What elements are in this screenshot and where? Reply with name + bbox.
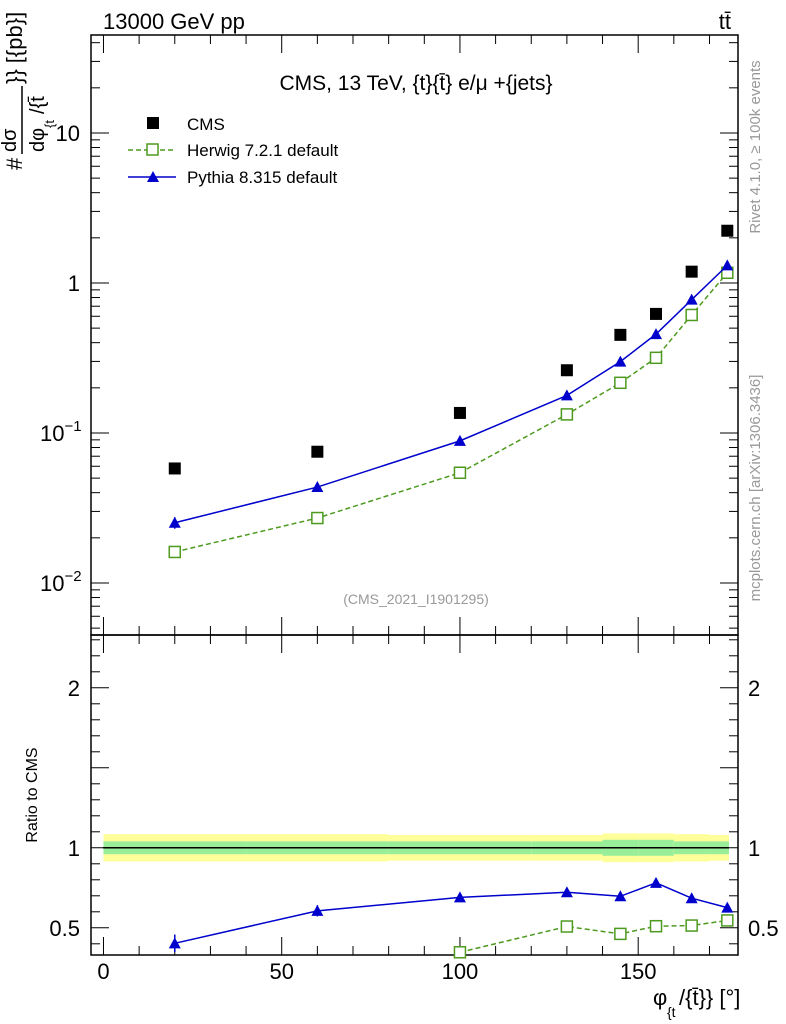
- y-label-denominator: dφ: [27, 128, 49, 152]
- main-y-axis-label: # dσ dφ {t /{t̄ }} [{pb}]: [0, 12, 57, 170]
- ratio-pythia-point: [650, 876, 663, 888]
- x-tick-label: 150: [620, 959, 657, 984]
- ratio-frame: [90, 634, 739, 956]
- cms-point: [685, 265, 698, 278]
- ratio-y-tick-labels: 0.5 0.5 1 1 2 2: [49, 676, 778, 941]
- ratio-pythia-point: [311, 904, 324, 916]
- herwig-point: [311, 511, 324, 525]
- y-label-den-sub: {t: [42, 120, 57, 128]
- pythia-point: [685, 293, 698, 305]
- y-label-numerator: dσ: [0, 128, 21, 152]
- main-panel: 10 1 10−1 10−2 CMS, 13 TeV, {t}{t̄} e/μ +{j…: [0, 12, 739, 636]
- y-label-hash: #: [2, 157, 27, 170]
- ratio-pythia-point: [614, 890, 627, 902]
- watermark: (CMS_2021_I1901295): [343, 591, 489, 607]
- ratio-y-tick-label: 0.5: [49, 916, 80, 941]
- process-label: tt̄: [719, 9, 731, 34]
- ratio-panel: 0.5 0.5 1 1 2 2 0 50 100 150 Ratio to CMS φ {t /…: [24, 634, 779, 1020]
- y-tick-label: 10−2: [40, 568, 82, 596]
- ratio-herwig-point: [614, 927, 627, 941]
- chart-title: CMS, 13 TeV, {t}{t̄} e/μ +{jets}: [279, 72, 552, 95]
- cms-point: [453, 406, 466, 419]
- ratio-y-tick-label-right: 2: [748, 676, 760, 701]
- y-label-den-tail: /{t̄: [27, 96, 49, 114]
- main-series: [168, 224, 734, 559]
- pythia-point: [721, 259, 734, 271]
- legend-cms-label: CMS: [187, 115, 225, 134]
- ratio-y-tick-label-right: 1: [748, 836, 760, 861]
- legend-pythia-label: Pythia 8.315 default: [187, 168, 338, 187]
- y-tick-label: 1: [68, 271, 80, 296]
- pythia-point: [560, 389, 573, 401]
- herwig-point: [453, 466, 467, 480]
- herwig-point: [560, 408, 574, 421]
- cms-point: [721, 224, 734, 237]
- ratio-herwig-point: [453, 946, 467, 959]
- ratio-x-tick-labels: 0 50 100 150: [97, 959, 656, 984]
- pythia-point: [650, 328, 663, 340]
- ratio-y-tick-label-right: 0.5: [748, 916, 779, 941]
- herwig-point: [685, 308, 698, 322]
- legend-herwig-label: Herwig 7.2.1 default: [187, 141, 338, 160]
- ratio-pythia-line: [174, 882, 728, 945]
- x-label-phi: φ: [653, 985, 667, 1010]
- mcplots-note: mcplots.cern.ch [arXiv:1306.3436]: [747, 375, 764, 602]
- y-tick-label: 10−1: [40, 418, 82, 446]
- ratio-pythia-point: [168, 937, 181, 949]
- y-tick-label: 10: [56, 121, 80, 146]
- ratio-ticks: [91, 635, 738, 955]
- y-label-tail: }} [{pb}]: [2, 12, 27, 84]
- cms-point: [168, 462, 181, 475]
- cms-point: [614, 328, 627, 341]
- pythia-line: [174, 264, 728, 524]
- ratio-pythia-point: [560, 886, 573, 898]
- pythia-point: [614, 355, 627, 367]
- ratio-herwig-point: [649, 919, 663, 933]
- legend-pythia-marker: [147, 171, 159, 182]
- ratio-y-axis-label: Ratio to CMS: [24, 747, 41, 842]
- x-tick-label: 100: [442, 959, 479, 984]
- ratio-herwig-point: [721, 914, 734, 927]
- pythia-point: [311, 481, 324, 493]
- main-ticks: [91, 35, 738, 635]
- herwig-point: [168, 545, 182, 559]
- legend-herwig-marker: [146, 143, 159, 156]
- ratio-series: [168, 876, 734, 959]
- legend-cms-marker: [147, 117, 159, 129]
- herwig-point: [649, 351, 663, 365]
- ratio-pythia-point: [453, 891, 466, 903]
- ratio-pythia-point: [685, 892, 698, 904]
- x-label-tail: /{t̄}} [°]: [679, 985, 740, 1010]
- pythia-point: [453, 434, 466, 446]
- x-tick-label: 50: [269, 959, 293, 984]
- ratio-herwig-point: [685, 919, 698, 932]
- x-tick-label: 0: [97, 959, 109, 984]
- x-label-sub: {t: [667, 1004, 676, 1020]
- herwig-point: [614, 376, 627, 390]
- pythia-point: [168, 516, 181, 528]
- cms-point: [560, 364, 573, 377]
- ratio-y-tick-label: 1: [68, 836, 80, 861]
- x-axis-label: φ {t /{t̄}} [°]: [653, 985, 740, 1020]
- ratio-herwig-point: [560, 920, 574, 933]
- ratio-y-tick-label: 2: [68, 676, 80, 701]
- main-y-tick-labels: 10 1 10−1 10−2: [40, 121, 82, 596]
- cms-point: [650, 307, 663, 320]
- herwig-line: [174, 272, 728, 553]
- rivet-note: Rivet 4.1.0, ≥ 100k events: [747, 60, 764, 233]
- cms-point: [311, 445, 324, 458]
- legend: CMS Herwig 7.2.1 default Pythia 8.315 de…: [128, 115, 338, 187]
- energy-label: 13000 GeV pp: [103, 9, 245, 34]
- ratio-pythia-point: [721, 901, 734, 913]
